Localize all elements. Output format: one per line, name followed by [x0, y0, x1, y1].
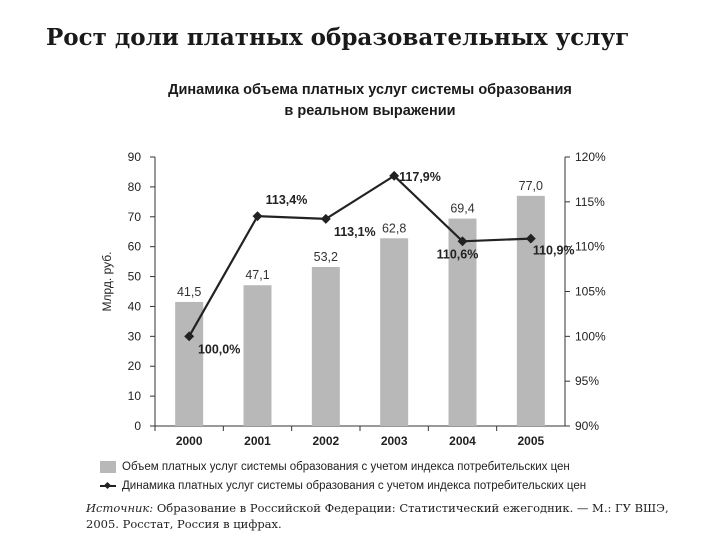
line-point: [389, 170, 400, 181]
bar-value-label: 47,1: [245, 268, 269, 282]
bar-value-label: 77,0: [519, 179, 543, 193]
x-tick-label: 2001: [244, 434, 271, 448]
slide-title: Рост доли платных образовательных услуг: [46, 24, 630, 51]
series-line: [188, 174, 531, 337]
bar-value-label: 62,8: [382, 221, 406, 235]
source-text: Образование в Российской Федерации: Стат…: [86, 501, 669, 531]
line-point: [525, 233, 536, 244]
y2-tick-label: 110%: [575, 240, 605, 254]
bar: [175, 301, 204, 426]
bar-value-label: 41,5: [177, 285, 201, 299]
bar-value-label: 53,2: [314, 250, 338, 264]
y-tick-label: 20: [128, 359, 142, 373]
y2-tick-label: 120%: [575, 150, 606, 164]
bar-value-label: 69,4: [450, 202, 474, 216]
x-tick-label: 2005: [517, 434, 544, 448]
source-label: Источник:: [86, 501, 154, 515]
y-tick-label: 60: [128, 240, 142, 254]
y-tick-label: 50: [128, 270, 142, 284]
bar: [311, 266, 340, 426]
y2-tick-label: 100%: [575, 329, 606, 343]
y-axis-title: Млрд. руб.: [100, 252, 114, 312]
y-tick-label: 10: [128, 389, 142, 403]
legend: Объем платных услуг системы образования …: [100, 457, 586, 495]
y-tick-label: 70: [128, 210, 142, 224]
line-value-label: 117,9%: [399, 170, 441, 184]
y-tick-label: 0: [134, 419, 141, 433]
line-value-label: 100,0%: [198, 342, 240, 356]
y-tick-label: 80: [128, 180, 142, 194]
bar: [448, 218, 477, 426]
legend-bar-swatch: [100, 460, 116, 473]
legend-line-swatch: [100, 480, 116, 492]
chart-title-line1: Динамика объема платных услуг системы об…: [168, 82, 572, 98]
legend-bar-label: Объем платных услуг системы образования …: [122, 460, 570, 473]
y-tick-label: 90: [128, 150, 142, 164]
bar: [516, 195, 545, 426]
x-tick-label: 2002: [312, 434, 339, 448]
line-value-label: 110,9%: [533, 244, 575, 258]
y2-tick-label: 105%: [575, 285, 606, 299]
bar: [243, 285, 272, 426]
y2-tick-label: 90%: [575, 419, 599, 433]
legend-item-bar: Объем платных услуг системы образования …: [100, 457, 586, 476]
bar: [380, 238, 409, 426]
source-note: Источник: Образование в Российской Федер…: [86, 500, 686, 532]
y2-tick-label: 95%: [575, 374, 599, 388]
y2-tick-label: 115%: [575, 195, 605, 209]
chart-title: Динамика объема платных услуг системы об…: [150, 80, 590, 122]
x-tick-label: 2000: [176, 434, 203, 448]
x-tick-label: 2003: [381, 434, 408, 448]
line-point: [457, 236, 468, 247]
y-tick-label: 30: [128, 329, 142, 343]
line-value-label: 113,1%: [334, 225, 376, 239]
chart-title-line2: в реальном выражении: [284, 103, 456, 119]
legend-item-line: Динамика платных услуг системы образован…: [100, 476, 586, 495]
legend-line-label: Динамика платных услуг системы образован…: [122, 479, 587, 492]
line-value-label: 110,6%: [437, 247, 479, 261]
line-point: [184, 331, 195, 342]
line-value-label: 113,4%: [266, 193, 308, 207]
line-point: [320, 213, 331, 224]
y-tick-label: 40: [128, 299, 142, 313]
x-tick-label: 2004: [449, 434, 476, 448]
line-point: [252, 211, 263, 222]
